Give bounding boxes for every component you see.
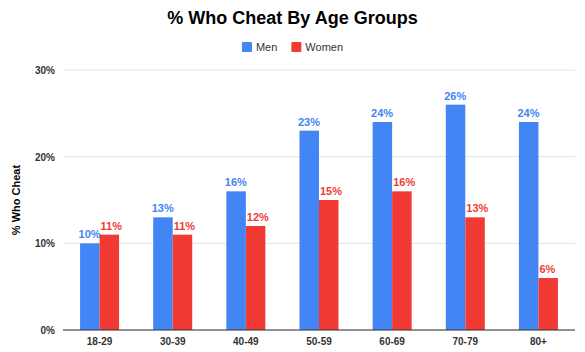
data-label: 13% bbox=[466, 202, 488, 214]
data-labels: 10%11%13%11%16%12%23%15%24%16%26%13%24%6… bbox=[79, 90, 556, 275]
bar bbox=[300, 131, 320, 330]
data-label: 16% bbox=[393, 176, 415, 188]
legend-swatch bbox=[242, 42, 252, 52]
grid-line bbox=[63, 330, 575, 331]
data-label: 24% bbox=[517, 107, 539, 119]
y-tick-label: 10% bbox=[35, 238, 55, 249]
bar bbox=[173, 235, 193, 330]
legend-item: Women bbox=[291, 41, 343, 53]
bar bbox=[100, 235, 120, 330]
title: % Who Cheat By Age Groups bbox=[167, 8, 417, 28]
chart: % Who Cheat By Age Groups Men Women % Who C… bbox=[0, 0, 585, 352]
x-tick-label: 60-69 bbox=[379, 336, 405, 347]
data-label: 13% bbox=[152, 202, 174, 214]
data-label: 15% bbox=[320, 185, 342, 197]
x-tick-label: 70-79 bbox=[452, 336, 478, 347]
data-label: 12% bbox=[247, 211, 269, 223]
bar bbox=[519, 122, 539, 330]
bar bbox=[226, 191, 246, 330]
bar bbox=[153, 217, 173, 330]
x-axis-line bbox=[63, 330, 575, 331]
bar bbox=[538, 278, 558, 330]
data-label: 6% bbox=[539, 263, 555, 275]
y-tick-label: 20% bbox=[35, 152, 55, 163]
bar bbox=[373, 122, 393, 330]
data-label: 10% bbox=[79, 228, 101, 240]
data-label: 11% bbox=[101, 220, 123, 232]
data-label: 16% bbox=[225, 176, 247, 188]
data-label: 26% bbox=[444, 90, 466, 102]
x-tick-label: 40-49 bbox=[233, 336, 259, 347]
x-tick-label: 18-29 bbox=[87, 336, 113, 347]
data-label: 11% bbox=[174, 220, 196, 232]
legend-item: Men bbox=[242, 41, 277, 53]
bar bbox=[392, 191, 412, 330]
legend-label: Women bbox=[305, 41, 343, 53]
x-tick-label: 80+ bbox=[530, 336, 547, 347]
data-label: 23% bbox=[298, 116, 320, 128]
grid-line bbox=[63, 70, 575, 71]
x-tick-label: 50-59 bbox=[306, 336, 332, 347]
bar bbox=[80, 243, 100, 330]
legend: Men Women bbox=[242, 41, 343, 53]
y-tick-label: 30% bbox=[35, 65, 55, 76]
x-tick-label: 30-39 bbox=[160, 336, 186, 347]
legend-label: Men bbox=[256, 41, 277, 53]
bar bbox=[446, 105, 466, 330]
bar bbox=[246, 226, 266, 330]
data-label: 24% bbox=[371, 107, 393, 119]
bar bbox=[465, 217, 485, 330]
y-tick-label: 0% bbox=[41, 325, 56, 336]
legend-swatch bbox=[291, 42, 301, 52]
bars bbox=[80, 105, 558, 330]
bar bbox=[319, 200, 339, 330]
y-axis-label: % Who Cheat bbox=[10, 165, 22, 236]
